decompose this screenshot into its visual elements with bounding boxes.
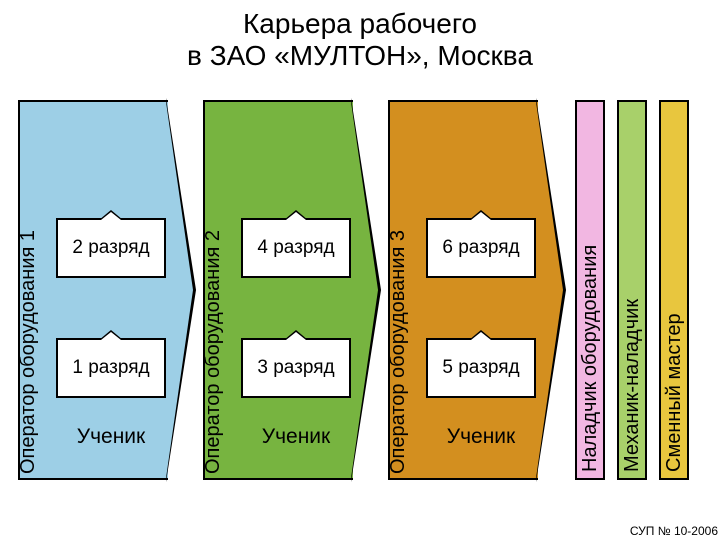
arrow-label-3: Оператор оборудования 3 [387, 230, 410, 474]
role-bar-adjuster: Наладчик оборудования [575, 100, 605, 480]
chevron-up-icon [99, 210, 123, 220]
arrow-label-1: Оператор оборудования 1 [17, 230, 40, 474]
arrow-label-2: Оператор оборудования 2 [202, 230, 225, 474]
arrow-head-fill-1 [166, 102, 193, 478]
arrow-head-fill-2 [351, 102, 378, 478]
role-bar-mechanic: Механик-наладчик [617, 100, 647, 480]
arrow-body-3 [388, 100, 538, 480]
step-3-rank6: 6 разряд [426, 218, 536, 278]
chevron-up-icon [469, 330, 493, 340]
career-arrow-1: Оператор оборудования 1 2 разряд 1 разря… [18, 100, 196, 480]
step-3-student: Ученик [426, 425, 536, 449]
role-bar-shift-master: Сменный мастер [659, 100, 689, 480]
role-bar-label-3: Сменный мастер [663, 313, 686, 472]
role-bar-label-1: Наладчик оборудования [579, 245, 602, 472]
career-arrow-2: Оператор оборудования 2 4 разряд 3 разря… [203, 100, 381, 480]
step-2-student: Ученик [241, 425, 351, 449]
chevron-up-icon [99, 330, 123, 340]
footer-code: СУП № 10-2006 [630, 524, 718, 538]
arrow-body-2 [203, 100, 353, 480]
arrow-head-fill-3 [536, 102, 563, 478]
chevron-up-icon [284, 330, 308, 340]
arrow-body-1 [18, 100, 168, 480]
title-line-1: Карьера рабочего [243, 8, 477, 39]
step-3-rank5: 5 разряд [426, 338, 536, 398]
step-1-rank2: 2 разряд [56, 218, 166, 278]
step-1-student: Ученик [56, 425, 166, 449]
step-1-rank1: 1 разряд [56, 338, 166, 398]
chevron-up-icon [469, 210, 493, 220]
title-line-2: в ЗАО «МУЛТОН», Москва [187, 40, 533, 71]
page-title: Карьера рабочего в ЗАО «МУЛТОН», Москва [0, 8, 720, 72]
career-arrow-3: Оператор оборудования 3 6 разряд 5 разря… [388, 100, 566, 480]
step-2-rank4: 4 разряд [241, 218, 351, 278]
step-2-rank3: 3 разряд [241, 338, 351, 398]
role-bar-label-2: Механик-наладчик [621, 299, 644, 472]
chevron-up-icon [284, 210, 308, 220]
